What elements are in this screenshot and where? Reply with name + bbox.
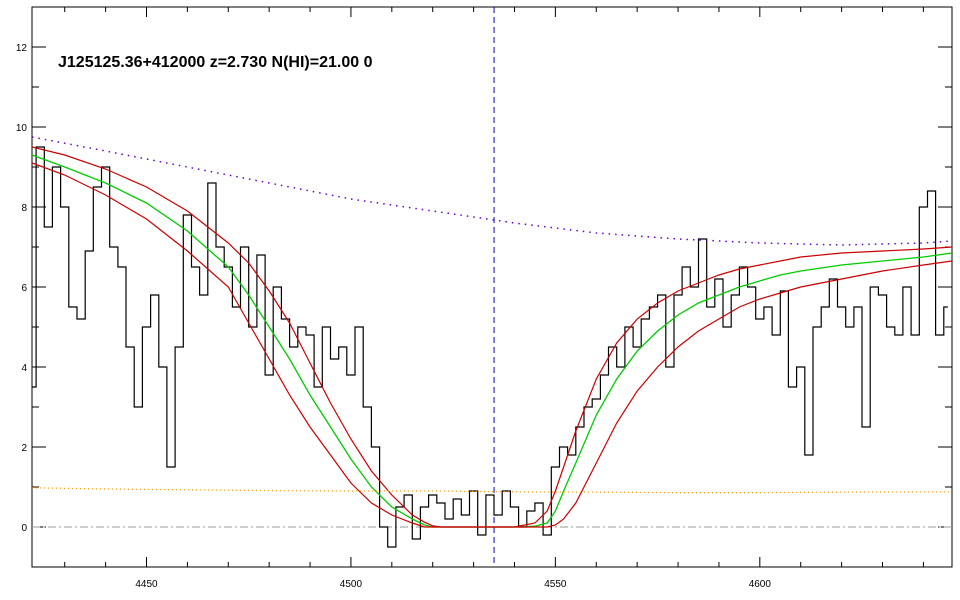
flux-spectrum-line — [32, 146, 948, 548]
x-tick-label: 4550 — [544, 579, 567, 590]
y-tick-label: 2 — [21, 443, 27, 454]
y-tick-label: 12 — [16, 43, 28, 54]
y-tick-label: 0 — [21, 523, 27, 534]
x-tick-label: 4450 — [135, 579, 158, 590]
x-tick-label: 4500 — [340, 579, 363, 590]
y-tick-label: 8 — [21, 203, 27, 214]
labels-layer: 4450 4500 4550 4600 0 2 4 6 8 10 12 — [16, 43, 772, 590]
series-layer — [32, 7, 952, 567]
x-tick-label: 4600 — [749, 579, 772, 590]
y-tick-label: 6 — [21, 283, 27, 294]
y-tick-label: 4 — [21, 363, 27, 374]
model-bound-line — [32, 162, 952, 528]
chart-title: J125125.36+412000 z=2.730 N(HI)=21.00 0 — [58, 54, 373, 71]
axes-layer — [31, 6, 953, 568]
y-tick-label: 10 — [16, 123, 28, 134]
